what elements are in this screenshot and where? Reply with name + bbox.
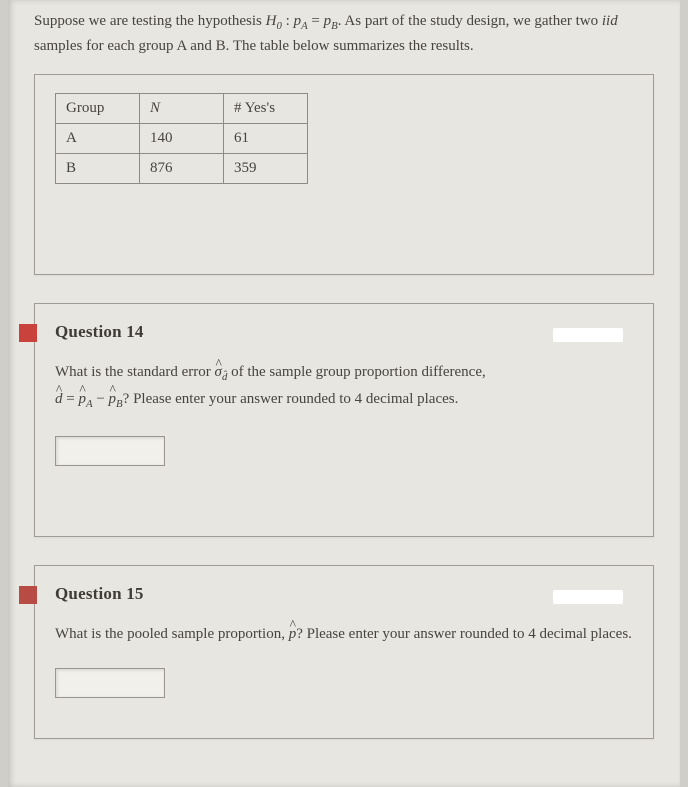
- cell-group-a: A: [56, 123, 140, 153]
- data-table: Group N # Yes's A 140 61 B 876 359: [55, 93, 308, 184]
- q14-answer-input[interactable]: [55, 436, 165, 466]
- pB-hat: p: [109, 387, 117, 412]
- pA: pA: [294, 13, 308, 29]
- q14-title: Question 14: [55, 322, 144, 341]
- q14-eq: =: [63, 391, 79, 407]
- q14-body: What is the standard error σd̂ of the sa…: [55, 360, 633, 414]
- intro-post: . As part of the study design, we gather…: [338, 13, 602, 29]
- score-mask: [553, 328, 623, 342]
- q15-pre: What is the pooled sample proportion,: [55, 626, 289, 642]
- table-row: A 140 61: [56, 123, 308, 153]
- intro-post2: samples for each group A and B. The tabl…: [34, 38, 474, 54]
- table-header-row: Group N # Yes's: [56, 93, 308, 123]
- cell-yes-b: 359: [224, 153, 308, 183]
- pB: pB: [324, 13, 338, 29]
- intro-colon: :: [282, 13, 294, 29]
- p-hat: p: [289, 622, 297, 647]
- data-block: Group N # Yes's A 140 61 B 876 359: [34, 74, 654, 275]
- score-mask: [553, 590, 623, 604]
- d-hat: d: [55, 387, 63, 412]
- col-yes: # Yes's: [224, 93, 308, 123]
- q14-pre: What is the standard error: [55, 364, 215, 380]
- q15-post: ? Please enter your answer rounded to 4 …: [296, 626, 632, 642]
- pA-hat: p: [78, 387, 86, 412]
- q15-title: Question 15: [55, 584, 144, 603]
- q15-body: What is the pooled sample proportion, p?…: [55, 622, 633, 647]
- table-row: B 876 359: [56, 153, 308, 183]
- flag-icon: [19, 586, 37, 604]
- question-14-block: Question 14 What is the standard error σ…: [34, 303, 654, 537]
- sigma-hat: σ: [215, 360, 222, 385]
- q15-header: Question 15: [55, 584, 633, 604]
- pB-sub: B: [116, 398, 123, 410]
- pA-sub: A: [86, 398, 93, 410]
- cell-group-b: B: [56, 153, 140, 183]
- col-group: Group: [56, 93, 140, 123]
- page-container: Suppose we are testing the hypothesis H0…: [8, 0, 680, 787]
- cell-yes-a: 61: [224, 123, 308, 153]
- intro-text: Suppose we are testing the hypothesis H0…: [34, 10, 654, 58]
- intro-pre: Suppose we are testing the hypothesis: [34, 13, 266, 29]
- intro-eq: =: [308, 13, 324, 29]
- cell-n-a: 140: [140, 123, 224, 153]
- col-n: N: [140, 93, 224, 123]
- q14-mid: of the sample group proportion differenc…: [227, 364, 485, 380]
- q14-minus: −: [93, 391, 109, 407]
- q15-answer-input[interactable]: [55, 668, 165, 698]
- question-15-block: Question 15 What is the pooled sample pr…: [34, 565, 654, 740]
- q14-post: ? Please enter your answer rounded to 4 …: [123, 391, 459, 407]
- q14-header: Question 14: [55, 322, 633, 342]
- hypothesis-H: H0: [266, 13, 282, 29]
- intro-iid: iid: [602, 13, 618, 29]
- cell-n-b: 876: [140, 153, 224, 183]
- flag-icon: [19, 324, 37, 342]
